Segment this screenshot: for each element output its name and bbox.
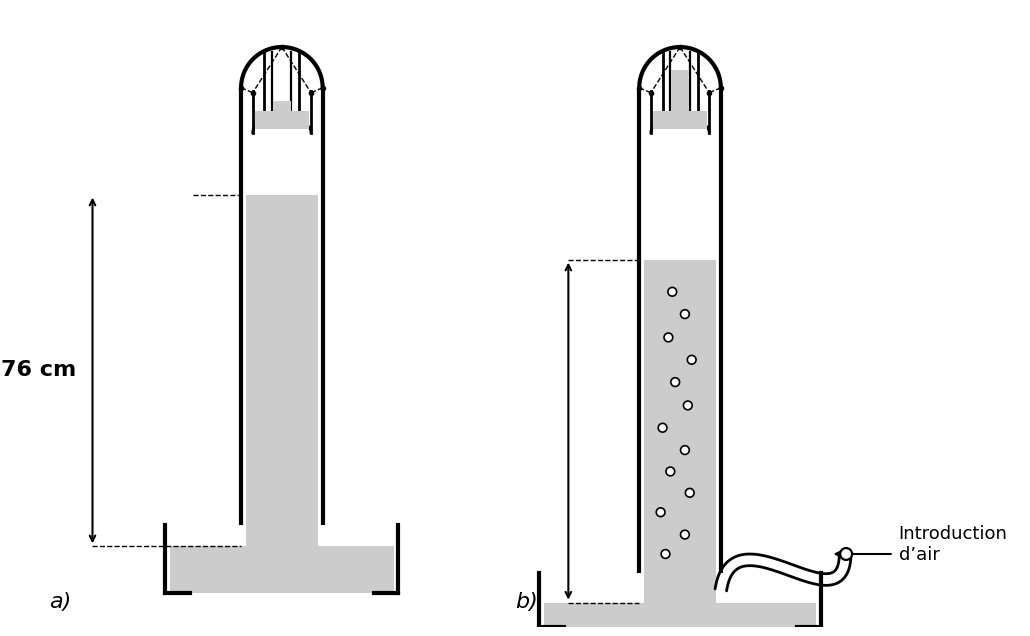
Circle shape: [656, 508, 665, 516]
Polygon shape: [544, 602, 816, 627]
Circle shape: [840, 548, 852, 560]
Circle shape: [658, 424, 667, 432]
Polygon shape: [653, 111, 708, 128]
Polygon shape: [644, 259, 716, 602]
Text: a): a): [48, 592, 71, 612]
Polygon shape: [170, 546, 393, 593]
Circle shape: [681, 530, 689, 539]
Polygon shape: [254, 111, 309, 128]
Text: 76 cm: 76 cm: [1, 361, 76, 380]
Circle shape: [671, 378, 680, 387]
Text: Introduction
d’air: Introduction d’air: [898, 525, 1007, 563]
Circle shape: [664, 333, 673, 342]
Circle shape: [684, 401, 692, 410]
Text: b): b): [515, 592, 538, 612]
Circle shape: [687, 356, 696, 364]
Circle shape: [667, 287, 677, 296]
Circle shape: [681, 446, 689, 455]
Circle shape: [666, 467, 675, 476]
Circle shape: [681, 310, 689, 319]
Circle shape: [661, 550, 670, 558]
Circle shape: [685, 488, 694, 497]
Polygon shape: [246, 195, 318, 546]
Polygon shape: [672, 71, 689, 114]
Polygon shape: [273, 101, 290, 114]
